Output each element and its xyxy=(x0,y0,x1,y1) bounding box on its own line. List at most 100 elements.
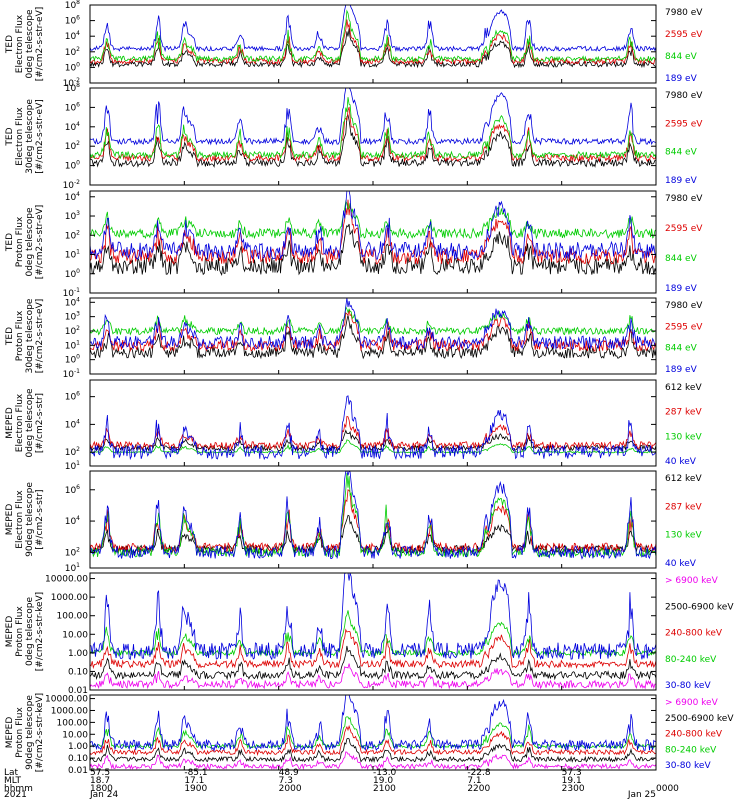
y-tick-label: 104 xyxy=(65,515,80,527)
y-axis-label: TED xyxy=(5,233,15,252)
y-tick-label: 104 xyxy=(65,121,80,133)
panel-5: 101 102 104 106 MEPED Electron Flux 0deg teles… xyxy=(5,379,702,472)
panel-2: 10-2 100 102 104 106 108 TED Electron Flux 30deg… xyxy=(5,82,703,191)
y-tick-label: 1000.00 xyxy=(51,593,88,603)
y-axis-label: Proton Flux xyxy=(15,707,25,758)
y-tick-label: 104 xyxy=(65,191,80,203)
series-2595-ev xyxy=(90,199,656,266)
series-80-240-kev xyxy=(90,716,656,749)
series-30-80-kev xyxy=(90,573,656,661)
legend-entry: 287 keV xyxy=(665,408,702,418)
legend-entry: 40 keV xyxy=(665,457,697,467)
y-axis-label: 0deg telescope xyxy=(25,207,35,277)
row-value: 0000 xyxy=(656,784,679,794)
time-axis: Lat 57.5 -85.1 48.9 -13.0 -22.8 57.3 MLT 18.7 17.… xyxy=(4,79,679,800)
y-tick-label: 102 xyxy=(65,546,80,558)
y-tick-label: 10-2 xyxy=(63,179,81,191)
y-tick-label: 102 xyxy=(65,140,80,152)
y-tick-label: 0.01 xyxy=(68,686,88,696)
legend-entry: > 6900 keV xyxy=(665,698,719,708)
legend-entry: 612 keV xyxy=(665,474,702,484)
y-tick-label: 106 xyxy=(65,101,80,113)
series-group xyxy=(90,395,656,461)
legend-entry: 612 keV xyxy=(665,383,702,393)
series-240-800-kev xyxy=(90,724,656,757)
y-axis-label: [#/cm2-s-str-keV] xyxy=(35,693,45,772)
y-axis-label: TED xyxy=(5,327,15,346)
series-group xyxy=(90,573,656,690)
y-tick-label: 100.00 xyxy=(57,718,89,728)
y-axis-label: 0deg telescope xyxy=(25,597,35,667)
y-axis-label: Proton Flux xyxy=(15,310,25,361)
y-axis-label: TED xyxy=(5,127,15,146)
y-axis-label: [#/cm2-s-str-keV] xyxy=(35,592,45,671)
y-tick-label: 106 xyxy=(65,484,80,496)
series-130-kev xyxy=(90,472,656,559)
y-tick-label: 10.00 xyxy=(62,730,88,740)
series-2500-6900-kev xyxy=(90,737,656,763)
y-axis-label: [#/cm2-s-str] xyxy=(35,489,45,549)
y-axis-label: Electron Flux xyxy=(15,14,25,73)
y-axis-label: 90deg telescope xyxy=(25,695,35,770)
y-tick-label: 0.01 xyxy=(68,766,88,776)
series-group xyxy=(90,695,656,770)
y-axis-label: 30deg telescope xyxy=(25,99,35,174)
row-label-hhmm: hhmm xyxy=(4,784,33,794)
row-value: 2100 xyxy=(373,784,396,794)
series-844-ev xyxy=(90,97,656,160)
panel-frame xyxy=(89,87,657,186)
legend-entry: 80-240 keV xyxy=(665,655,717,665)
y-tick-label: 108 xyxy=(65,0,80,11)
row-value: 19.1 xyxy=(562,776,582,786)
row-value: 19.0 xyxy=(373,776,393,786)
y-tick-label: 100.00 xyxy=(57,612,89,622)
legend-entry: 240-800 keV xyxy=(665,629,723,639)
row-value: 7.3 xyxy=(279,776,293,786)
legend-entry: 2595 eV xyxy=(665,322,703,332)
y-axis-label: [#/cm2-s-str-eV] xyxy=(35,7,45,82)
row-value: 48.9 xyxy=(279,768,299,778)
y-axis-label: Electron Flux xyxy=(15,490,25,549)
row-value: 18.7 xyxy=(90,776,110,786)
y-tick-label: 103 xyxy=(65,311,80,323)
series-130-kev xyxy=(90,439,656,454)
y-axis-label: MEPED xyxy=(5,504,15,536)
row-value: -85.1 xyxy=(184,768,207,778)
y-tick-label: 102 xyxy=(65,46,80,58)
row-value: 2300 xyxy=(562,784,585,794)
row-value: 2000 xyxy=(279,784,302,794)
y-tick-label: 10-2 xyxy=(63,77,81,89)
series-7980-ev xyxy=(90,223,656,276)
y-tick-label: 10-1 xyxy=(63,368,81,380)
legend-entry: 189 eV xyxy=(665,176,698,186)
series-189-ev xyxy=(90,191,656,261)
row-value: 1800 xyxy=(90,784,113,794)
y-tick-label: 101 xyxy=(65,460,80,472)
panel-frame xyxy=(89,297,657,375)
legend-entry: 130 keV xyxy=(665,432,702,442)
y-tick-label: 1.00 xyxy=(68,649,88,659)
panel-6: 101 102 104 106 MEPED Electron Flux 90deg tele… xyxy=(5,470,702,574)
row-value: 17.1 xyxy=(184,776,204,786)
y-axis-label: [#/cm2-s-str] xyxy=(35,393,45,453)
series-189-ev xyxy=(90,88,656,146)
y-tick-label: 10000.00 xyxy=(45,695,88,705)
legend-entry: 30-80 keV xyxy=(665,761,711,771)
y-tick-label: 100 xyxy=(65,160,80,172)
panel-1: 10-2 100 102 104 106 108 TED Electron Flux 0deg … xyxy=(5,0,703,89)
legend-entry: 7980 eV xyxy=(665,91,703,101)
y-tick-label: 100 xyxy=(65,61,80,73)
y-tick-label: 108 xyxy=(65,82,80,94)
start-date: Jan 24 xyxy=(89,790,118,800)
y-tick-label: 10000.00 xyxy=(45,575,88,585)
y-axis-label: 90deg telescope xyxy=(25,482,35,557)
row-label-mlt: MLT xyxy=(4,776,22,786)
legend-entry: 189 eV xyxy=(665,284,698,294)
legend-entry: 40 keV xyxy=(665,559,697,569)
panel-frame xyxy=(89,190,657,294)
y-axis-label: [#/cm2-s-str-eV] xyxy=(35,299,45,374)
y-tick-label: 100 xyxy=(65,354,80,366)
y-tick-label: 10-1 xyxy=(63,287,81,299)
legend-entry: 2500-6900 keV xyxy=(665,714,734,724)
